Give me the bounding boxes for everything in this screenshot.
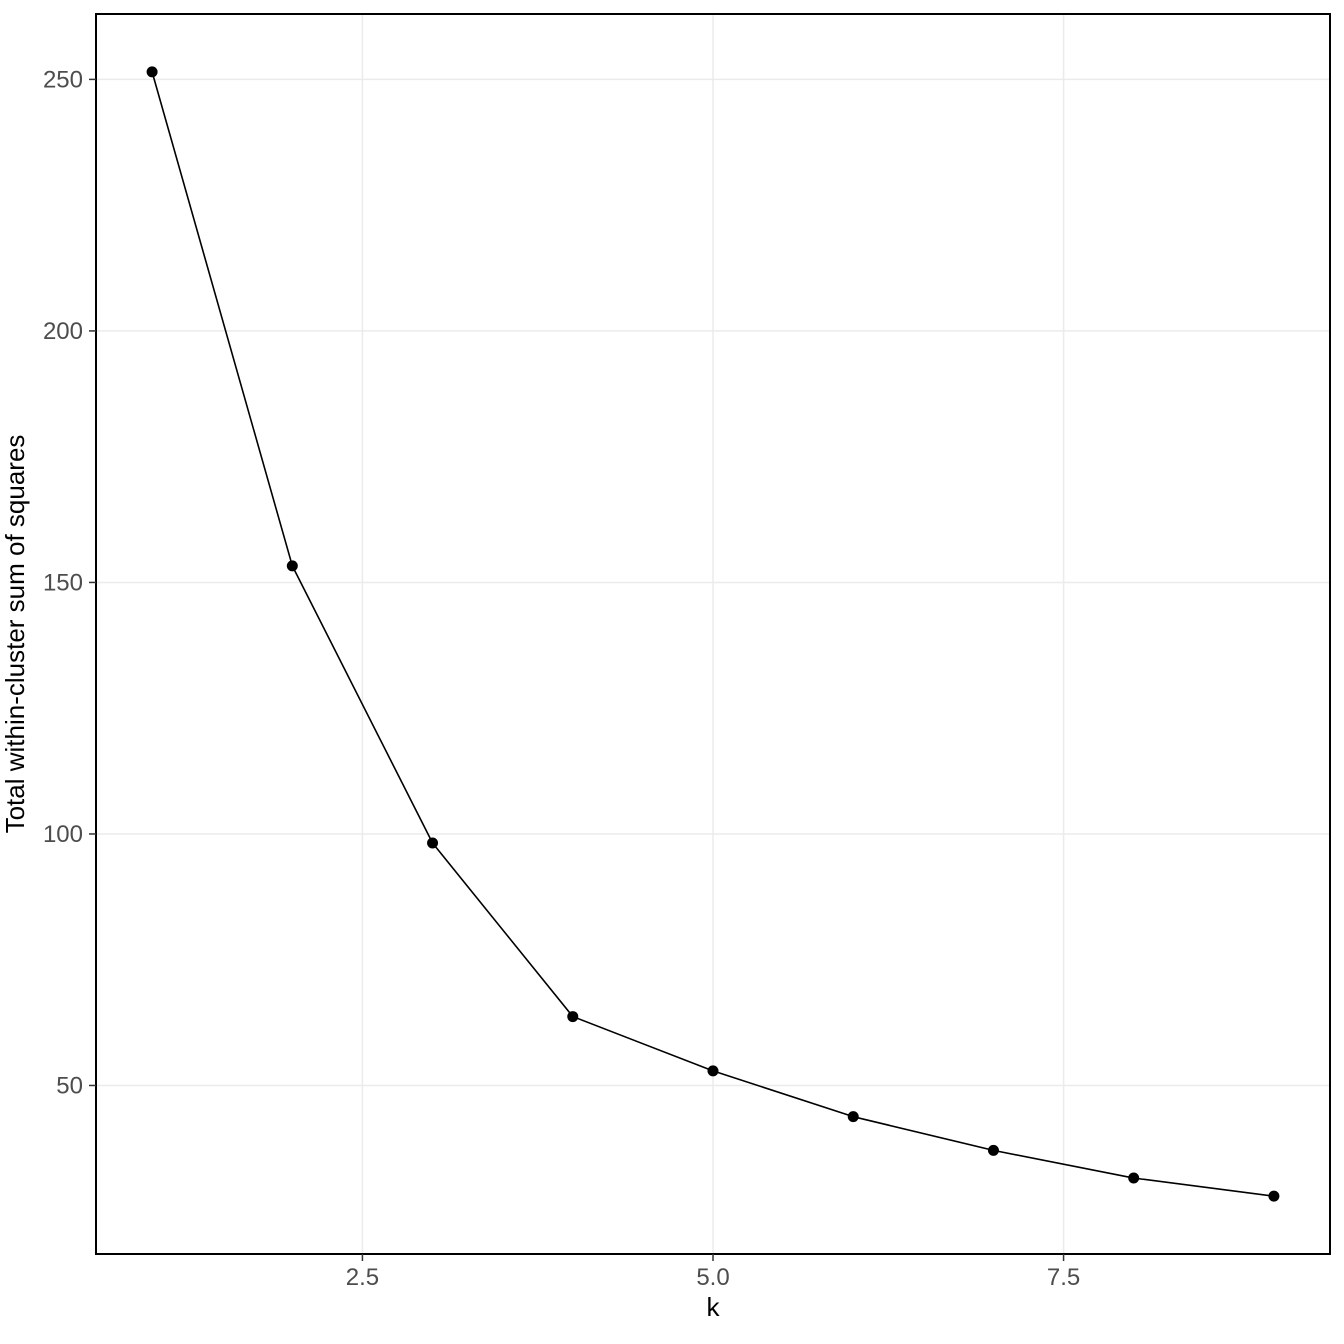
data-point [1128,1173,1139,1184]
y-tick-label: 150 [43,569,83,596]
elbow-chart: 2.5 5.0 7.5 50 100 150 200 250 k Total within-clu… [0,0,1344,1344]
data-point [147,66,158,77]
x-tick-label: 2.5 [346,1264,379,1291]
elbow-chart-container: 2.5 5.0 7.5 50 100 150 200 250 k Total within-clu… [0,0,1344,1344]
y-tick-label: 100 [43,821,83,848]
y-axis-label: Total within-cluster sum of squares [0,435,30,834]
data-point [708,1065,719,1076]
x-axis-label: k [707,1292,721,1322]
data-point [287,560,298,571]
data-point [988,1145,999,1156]
y-tick-label: 200 [43,318,83,345]
data-point [848,1111,859,1122]
x-tick-label: 5.0 [696,1264,729,1291]
data-point [427,838,438,849]
x-tick-label: 7.5 [1047,1264,1080,1291]
y-tick-label: 250 [43,66,83,93]
data-point [567,1011,578,1022]
y-tick-label: 50 [56,1072,83,1099]
data-point [1268,1191,1279,1202]
